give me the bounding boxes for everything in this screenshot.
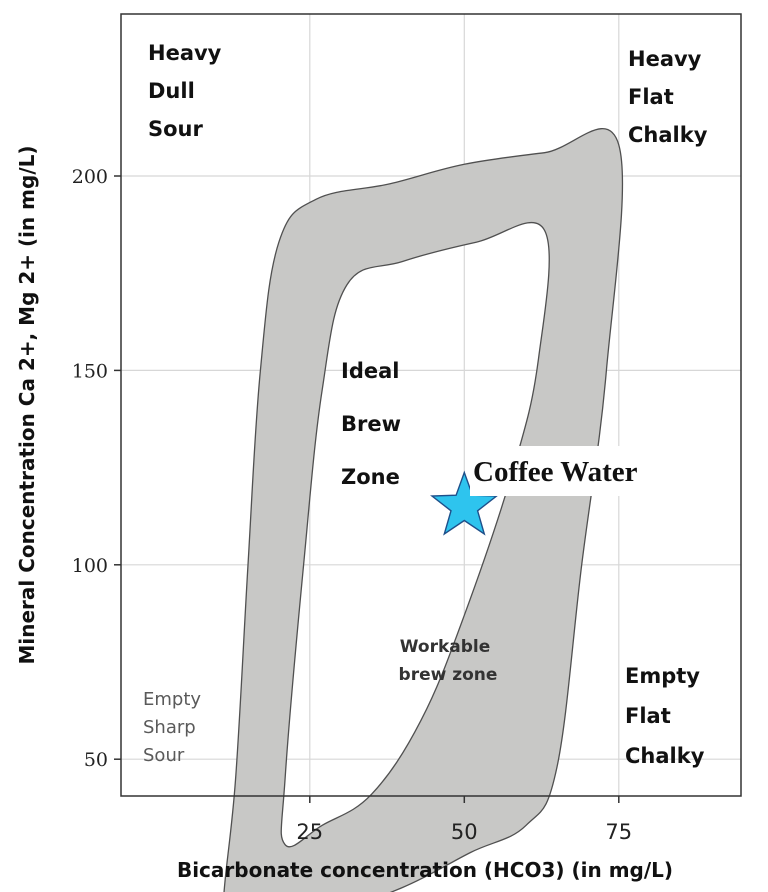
annotation-ideal-brew-zone: Ideal Brew Zone (341, 359, 408, 489)
x-axis-label: Bicarbonate concentration (HCO3) (in mg/… (177, 858, 673, 882)
y-tick-label: 200 (72, 166, 108, 188)
annotation-workable-brew-zone: Workable brew zone (399, 637, 498, 685)
x-tick-label: 50 (451, 820, 478, 844)
plot-frame (120, 13, 742, 797)
x-tick-label: 25 (296, 820, 323, 844)
marker-label-background (470, 446, 680, 496)
marker-label: Coffee Water (473, 456, 638, 488)
x-tick-label: 75 (605, 820, 632, 844)
annotation-bottom-left: Empty Sharp Sour (143, 689, 207, 766)
annotation-bottom-right: Empty Flat Chalky (625, 664, 707, 768)
axis-ticks: 25 50 75 50 100 150 200 (72, 166, 632, 844)
workable-brew-zone (223, 128, 624, 892)
y-tick-label: 50 (84, 749, 108, 771)
zones (223, 128, 624, 892)
annotation-top-right: Heavy Flat Chalky (628, 47, 709, 147)
y-tick-label: 100 (72, 555, 108, 577)
y-tick-label: 150 (72, 360, 108, 382)
y-axis-label: Mineral Concentration Ca 2+, Mg 2+ (in m… (15, 145, 39, 664)
annotation-top-left: Heavy Dull Sour (148, 41, 229, 141)
